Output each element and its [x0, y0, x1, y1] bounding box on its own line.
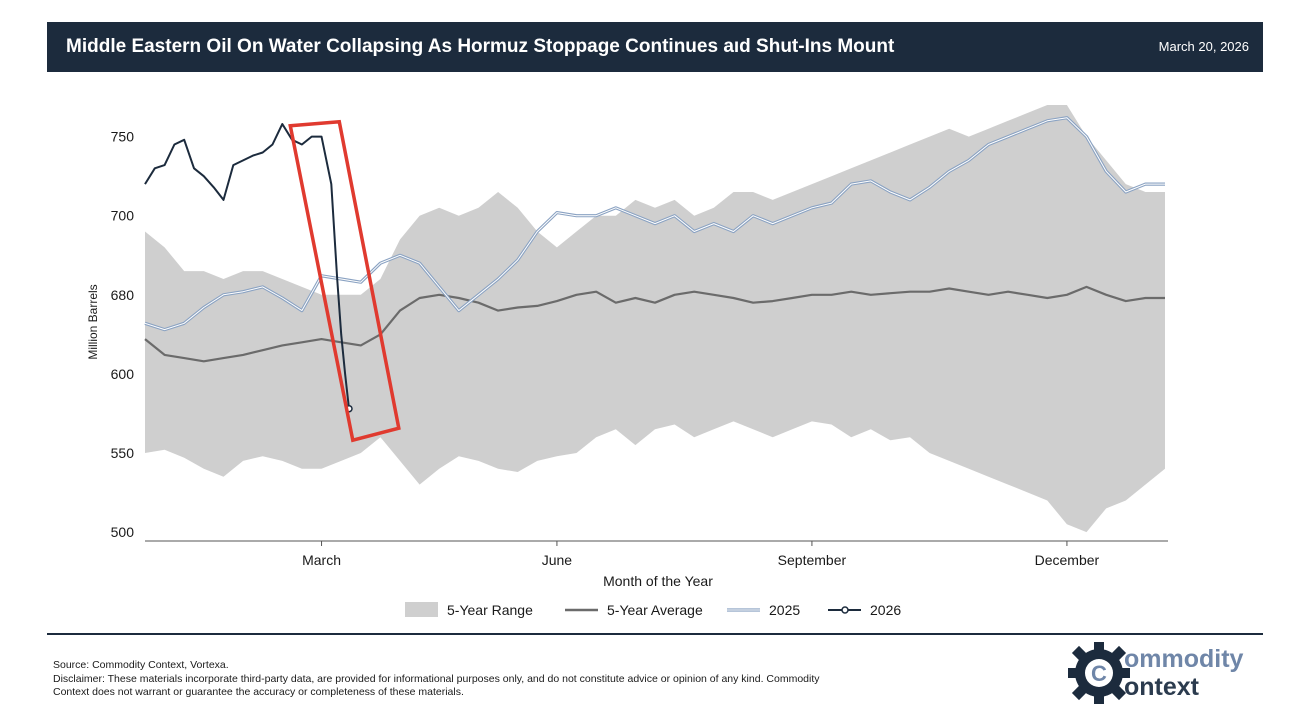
y-tick-label: 550 — [111, 445, 135, 461]
highlight-box — [288, 119, 401, 443]
x-tick-label: June — [542, 552, 573, 568]
legend-item: 2026 — [828, 602, 901, 618]
y-tick-label: 680 — [111, 287, 135, 303]
logo-bottom-word: ontext — [1124, 673, 1199, 701]
logo-top-word: ommodity — [1124, 645, 1244, 673]
legend-label: 5-Year Range — [447, 602, 533, 618]
series-line-5-year-average — [144, 285, 1165, 363]
logo: C ommodity ontext — [1066, 640, 1266, 706]
x-tick-label: September — [778, 552, 847, 568]
axes: 750 700 680 600 550 500 March June September Dece… — [86, 129, 1168, 589]
legend-item: 5-Year Range — [405, 602, 533, 618]
series-line-2025-inner — [144, 117, 1165, 331]
y-tick-label: 500 — [111, 524, 135, 540]
legend-item: 5-Year Average — [565, 602, 703, 618]
y-tick-label: 750 — [111, 129, 135, 145]
y-tick-label: 600 — [111, 366, 135, 382]
legend-item: 2025 — [727, 602, 800, 618]
chart-title: Middle Eastern Oil On Water Collapsing A… — [66, 36, 895, 57]
legend-swatch-marker — [841, 606, 849, 614]
plot-area — [144, 105, 1165, 533]
legend-label: 2025 — [769, 602, 800, 618]
y-tick-label: 700 — [111, 208, 135, 224]
source-text: Source: Commodity Context, Vortexa. — [53, 659, 229, 671]
chart-date: March 20, 2026 — [1158, 39, 1249, 54]
x-tick-label: March — [302, 552, 341, 568]
x-tick-label: December — [1035, 552, 1100, 568]
title-bar: Middle Eastern Oil On Water Collapsing A… — [47, 22, 1263, 72]
legend: 5-Year Range 5-Year Average 2025 2026 — [405, 602, 901, 618]
y-axis-label: Million Barrels — [86, 284, 100, 359]
series-line-2026 — [144, 123, 350, 409]
disclaimer-text: Disclaimer: These materials incorporate … — [53, 672, 820, 699]
legend-swatch-band — [405, 602, 438, 617]
legend-label: 5-Year Average — [607, 602, 703, 618]
gear-icon: C — [1068, 642, 1130, 704]
legend-label: 2026 — [870, 602, 901, 618]
logo-letter: C — [1091, 661, 1107, 686]
x-axis-label: Month of the Year — [603, 573, 713, 589]
footer-rule — [47, 633, 1263, 635]
footer: Source: Commodity Context, Vortexa. Disc… — [53, 659, 853, 700]
